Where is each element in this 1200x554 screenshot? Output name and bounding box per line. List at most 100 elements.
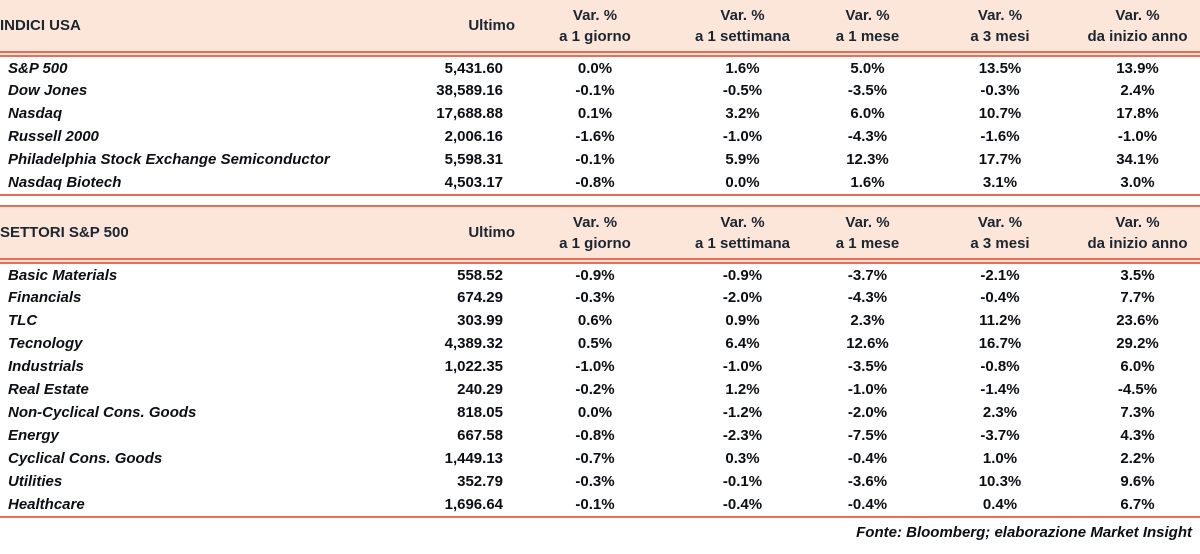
table-row: Tecnology 4,389.32 0.5% 6.4% 12.6% 16.7%… xyxy=(0,332,1200,355)
var-3m-value: 17.7% xyxy=(978,151,1022,168)
var-ytd-value: 7.3% xyxy=(1120,404,1155,421)
var-1w-value: -1.2% xyxy=(722,404,763,421)
source-text: Fonte: Bloomberg; elaborazione Market In… xyxy=(856,524,1192,541)
table-row: TLC 303.99 0.6% 0.9% 2.3% 11.2% 23.6% xyxy=(0,309,1200,332)
table-row: Financials 674.29 -0.3% -2.0% -4.3% -0.4… xyxy=(0,286,1200,309)
col-header-var-label: Var. % xyxy=(977,6,1023,24)
table-row: Basic Materials 558.52 -0.9% -0.9% -3.7%… xyxy=(0,263,1200,286)
var-3m-value: -3.7% xyxy=(980,427,1020,444)
var-1m-value: -3.5% xyxy=(847,358,888,375)
var-3m-value: 13.5% xyxy=(978,59,1022,77)
var-ytd-value: 7.7% xyxy=(1120,289,1155,306)
var-3m-value: 10.7% xyxy=(978,105,1022,122)
col-header-var-ytd: Var. % da inizio anno xyxy=(1075,207,1200,260)
var-ytd-value: 6.0% xyxy=(1120,358,1155,375)
table-row: Cyclical Cons. Goods 1,449.13 -0.7% 0.3%… xyxy=(0,447,1200,470)
var-3m-value: 2.3% xyxy=(982,404,1018,421)
var-1m-value: -7.5% xyxy=(847,427,888,444)
source-footer: Fonte: Bloomberg; elaborazione Market In… xyxy=(0,518,1200,546)
row-label: Russell 2000 xyxy=(8,128,99,145)
row-label: Nasdaq xyxy=(8,105,63,122)
row-label: Cyclical Cons. Goods xyxy=(8,450,163,467)
ultimo-value: 5,431.60 xyxy=(444,59,503,77)
row-label: Tecnology xyxy=(8,335,83,352)
var-1m-value: 1.6% xyxy=(850,174,885,191)
ultimo-value: 674.29 xyxy=(457,289,503,306)
var-1d-value: 0.0% xyxy=(577,59,613,77)
col-header-period: a 1 giorno xyxy=(559,234,631,252)
col-header-period: a 1 giorno xyxy=(559,27,631,45)
var-1d-value: -0.1% xyxy=(575,151,615,168)
col-header-period: a 3 mesi xyxy=(970,27,1030,45)
row-label: Nasdaq Biotech xyxy=(8,174,122,191)
table-row: Real Estate 240.29 -0.2% 1.2% -1.0% -1.4… xyxy=(0,378,1200,401)
indici-usa-table: INDICI USA Ultimo Var. % a 1 giorno Var.… xyxy=(0,0,1200,194)
var-1d-value: -0.7% xyxy=(575,450,615,467)
table-header-row: SETTORI S&P 500 Ultimo Var. % a 1 giorno… xyxy=(0,207,1200,260)
table-row: Energy 667.58 -0.8% -2.3% -7.5% -3.7% 4.… xyxy=(0,424,1200,447)
table-row: S&P 500 5,431.60 0.0% 1.6% 5.0% 13.5% 13… xyxy=(0,56,1200,79)
var-ytd-value: 2.4% xyxy=(1120,82,1155,99)
ultimo-value: 1,696.64 xyxy=(444,496,503,513)
row-label: Dow Jones xyxy=(8,82,88,99)
col-header-var-label: Var. % xyxy=(1115,213,1160,231)
ultimo-value: 240.29 xyxy=(457,381,503,398)
var-1d-value: -0.8% xyxy=(575,174,615,191)
col-header-ultimo: Ultimo xyxy=(390,207,515,260)
col-header-var-label: Var. % xyxy=(572,6,618,24)
ultimo-value: 352.79 xyxy=(457,473,503,490)
table-row: Nasdaq 17,688.88 0.1% 3.2% 6.0% 10.7% 17… xyxy=(0,102,1200,125)
var-1m-value: 12.3% xyxy=(846,151,889,168)
var-ytd-value: 29.2% xyxy=(1116,335,1159,352)
var-1d-value: -1.0% xyxy=(575,358,615,375)
col-header-var-ytd: Var. % da inizio anno xyxy=(1075,0,1200,53)
double-line-separator xyxy=(0,259,1200,264)
settori-sp500-table: SETTORI S&P 500 Ultimo Var. % a 1 giorno… xyxy=(0,207,1200,516)
var-1m-value: -3.5% xyxy=(847,82,888,99)
col-header-var-label: Var. % xyxy=(572,213,618,231)
row-label: Real Estate xyxy=(8,381,89,398)
var-3m-value: -1.6% xyxy=(980,128,1020,145)
row-label: S&P 500 xyxy=(8,59,68,77)
var-3m-value: 1.0% xyxy=(982,450,1018,467)
var-ytd-value: 3.0% xyxy=(1120,174,1155,191)
col-header-period: a 1 settimana xyxy=(694,27,791,45)
var-ytd-value: 2.2% xyxy=(1120,450,1155,467)
col-header-var-1w: Var. % a 1 settimana xyxy=(675,207,810,260)
ultimo-value: 4,389.32 xyxy=(444,335,503,352)
var-ytd-value: 23.6% xyxy=(1116,312,1159,329)
var-1m-value: -3.7% xyxy=(847,266,888,284)
col-header-period: da inizio anno xyxy=(1087,234,1188,252)
var-1w-value: -2.0% xyxy=(722,289,763,306)
row-label: Basic Materials xyxy=(8,266,118,284)
col-header-var-1d: Var. % a 1 giorno xyxy=(515,207,675,260)
col-header-var-label: Var. % xyxy=(1115,6,1160,24)
var-ytd-value: 13.9% xyxy=(1116,59,1159,77)
table-header-row: INDICI USA Ultimo Var. % a 1 giorno Var.… xyxy=(0,0,1200,53)
var-1m-value: 6.0% xyxy=(850,105,885,122)
col-header-var-label: Var. % xyxy=(977,213,1023,231)
ultimo-value: 1,449.13 xyxy=(444,450,503,467)
settori-sp500-body: Basic Materials 558.52 -0.9% -0.9% -3.7%… xyxy=(0,263,1200,516)
var-1w-value: 0.9% xyxy=(725,312,760,329)
row-label: Utilities xyxy=(8,473,63,490)
var-3m-value: -0.8% xyxy=(980,358,1020,375)
row-label: Healthcare xyxy=(8,496,85,513)
var-1w-value: -0.5% xyxy=(722,82,763,99)
var-1d-value: -0.2% xyxy=(575,381,615,398)
col-header-ultimo: Ultimo xyxy=(390,0,515,53)
var-1m-value: 2.3% xyxy=(850,312,885,329)
row-label: Financials xyxy=(8,289,82,306)
var-1d-value: -0.1% xyxy=(575,496,615,513)
col-header-period: da inizio anno xyxy=(1087,27,1188,45)
var-3m-value: -0.3% xyxy=(980,82,1020,99)
var-1d-value: -0.8% xyxy=(575,427,615,444)
col-header-var-label: Var. % xyxy=(845,213,890,231)
ultimo-value: 667.58 xyxy=(457,427,503,444)
var-1w-value: -0.4% xyxy=(722,496,763,513)
var-ytd-value: 17.8% xyxy=(1116,105,1159,122)
ultimo-value: 5,598.31 xyxy=(444,151,503,168)
col-header-var-1m: Var. % a 1 mese xyxy=(810,207,925,260)
var-1m-value: -0.4% xyxy=(847,450,888,467)
